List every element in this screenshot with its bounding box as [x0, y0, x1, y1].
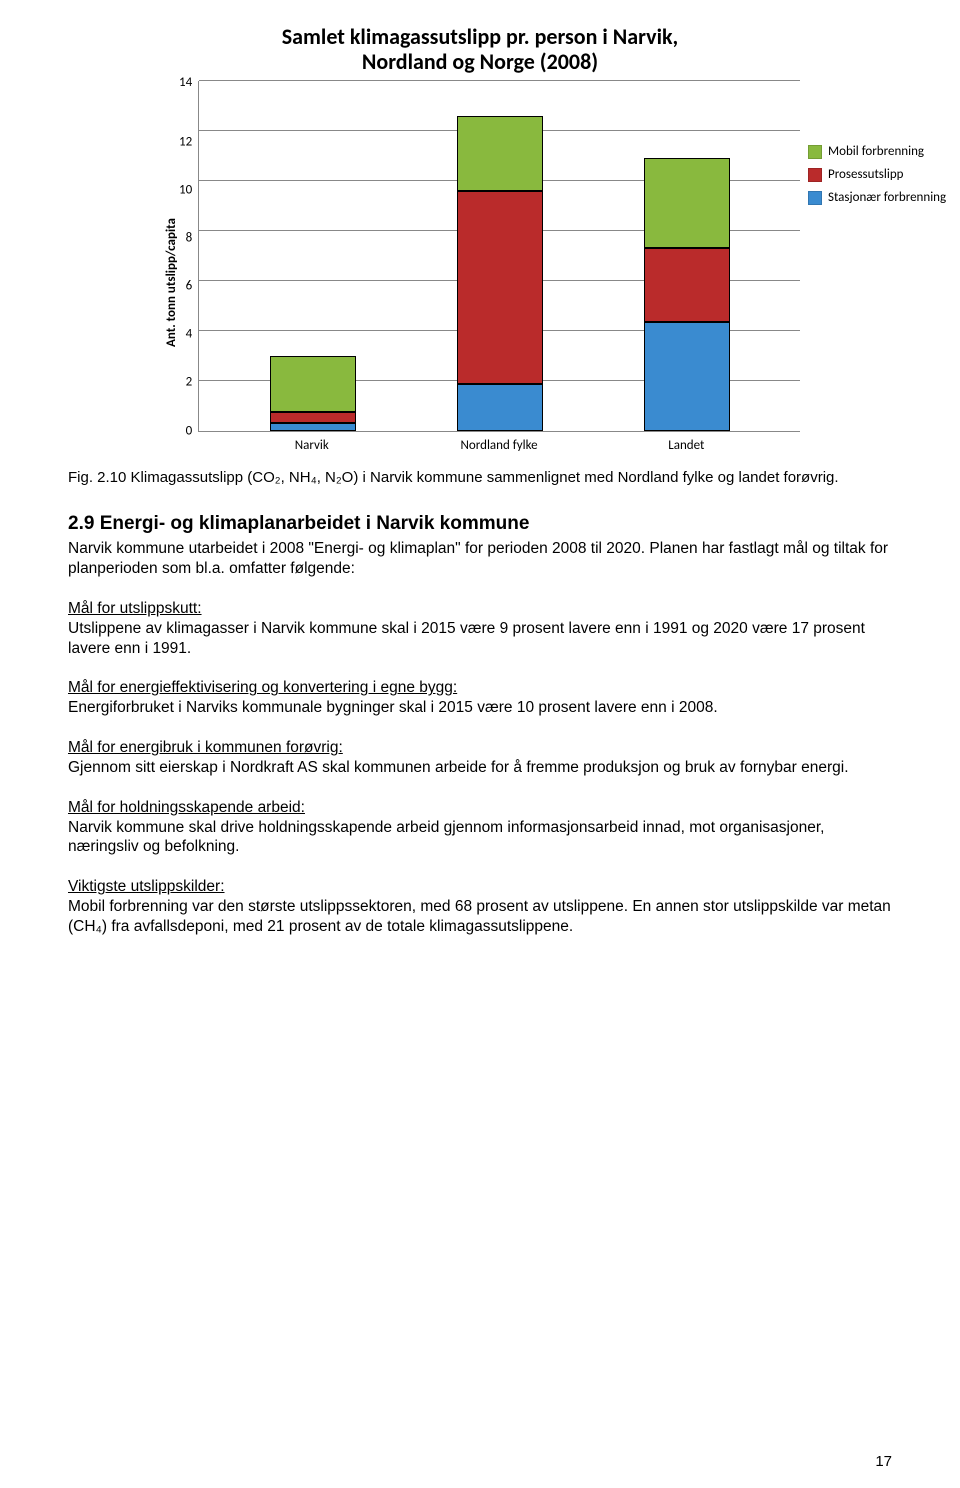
ytick: 0 — [186, 424, 193, 437]
intro-paragraph: Narvik kommune utarbeidet i 2008 "Energi… — [68, 539, 892, 579]
bar-segment-mobile — [457, 116, 543, 191]
legend-label: Prosessutslipp — [828, 167, 904, 182]
legend: Mobil forbrenning Prosessutslipp Stasjon… — [808, 144, 960, 213]
legend-label: Stasjonær forbrenning — [828, 190, 946, 205]
goal-block: Mål for holdningsskapende arbeid: Narvik… — [68, 798, 892, 857]
legend-swatch-stationary — [808, 191, 822, 205]
ytick: 14 — [179, 75, 192, 88]
ytick: 2 — [186, 376, 193, 389]
chart-title-line2: Nordland og Norge (2008) — [362, 48, 598, 75]
bar-segment-process — [644, 248, 730, 322]
goal-text: Narvik kommune skal drive holdningsskape… — [68, 819, 824, 856]
x-tick-label: Narvik — [269, 438, 355, 453]
ytick: 12 — [179, 135, 192, 148]
bar-landet — [644, 158, 730, 431]
bar-segment-mobile — [270, 356, 356, 412]
x-axis-labels: Narvik Nordland fylke Landet — [198, 432, 800, 453]
bar-segment-process — [270, 412, 356, 423]
goal-label: Viktigste utslippskilder: — [68, 878, 225, 895]
bar-segment-stationary — [644, 322, 730, 431]
goal-label: Mål for energibruk i kommunen forøvrig: — [68, 739, 343, 756]
ytick: 10 — [179, 183, 192, 196]
legend-label: Mobil forbrenning — [828, 144, 924, 159]
goal-label: Mål for holdningsskapende arbeid: — [68, 799, 305, 816]
figure-caption: Fig. 2.10 Klimagassutslipp (CO₂, NH₄, N₂… — [68, 469, 892, 488]
x-tick-label: Landet — [643, 438, 729, 453]
legend-item: Stasjonær forbrenning — [808, 190, 960, 205]
plot-area — [198, 81, 800, 432]
ytick: 4 — [186, 328, 193, 341]
section-heading: 2.9 Energi- og klimaplanarbeidet i Narvi… — [68, 513, 892, 535]
goal-block: Viktigste utslippskilder: Mobil forbrenn… — [68, 877, 892, 936]
goal-block: Mål for utslippskutt: Utslippene av klim… — [68, 599, 892, 658]
goal-text: Energiforbruket i Narviks kommunale bygn… — [68, 699, 718, 716]
goal-text: Mobil forbrenning var den største utslip… — [68, 898, 891, 935]
y-axis-label: Ant. tonn utslipp/capita — [160, 81, 179, 455]
goal-block: Mål for energieffektivisering og konvert… — [68, 678, 892, 718]
goal-label: Mål for energieffektivisering og konvert… — [68, 679, 457, 696]
goal-text: Gjennom sitt eierskap i Nordkraft AS ska… — [68, 759, 849, 776]
legend-swatch-process — [808, 168, 822, 182]
goal-text: Utslippene av klimagasser i Narvik kommu… — [68, 620, 865, 657]
bar-segment-stationary — [457, 384, 543, 430]
goal-block: Mål for energibruk i kommunen forøvrig: … — [68, 738, 892, 778]
chart-title: Samlet klimagassutslipp pr. person i Nar… — [160, 24, 800, 75]
legend-item: Mobil forbrenning — [808, 144, 960, 159]
ytick: 8 — [186, 232, 193, 245]
goal-label: Mål for utslippskutt: — [68, 600, 202, 617]
bar-narvik — [270, 356, 356, 431]
x-tick-label: Nordland fylke — [456, 438, 542, 453]
y-axis-ticks: 14 12 10 8 6 4 2 0 — [179, 81, 198, 431]
legend-item: Prosessutslipp — [808, 167, 960, 182]
ytick: 6 — [186, 280, 193, 293]
bar-segment-mobile — [644, 158, 730, 248]
page-number: 17 — [875, 1453, 892, 1470]
chart-container: Samlet klimagassutslipp pr. person i Nar… — [160, 24, 800, 455]
chart-title-line1: Samlet klimagassutslipp pr. person i Nar… — [282, 23, 678, 50]
bar-segment-stationary — [270, 423, 356, 431]
legend-swatch-mobile — [808, 145, 822, 159]
bar-segment-process — [457, 191, 543, 385]
bar-nordland-fylke — [457, 116, 543, 431]
